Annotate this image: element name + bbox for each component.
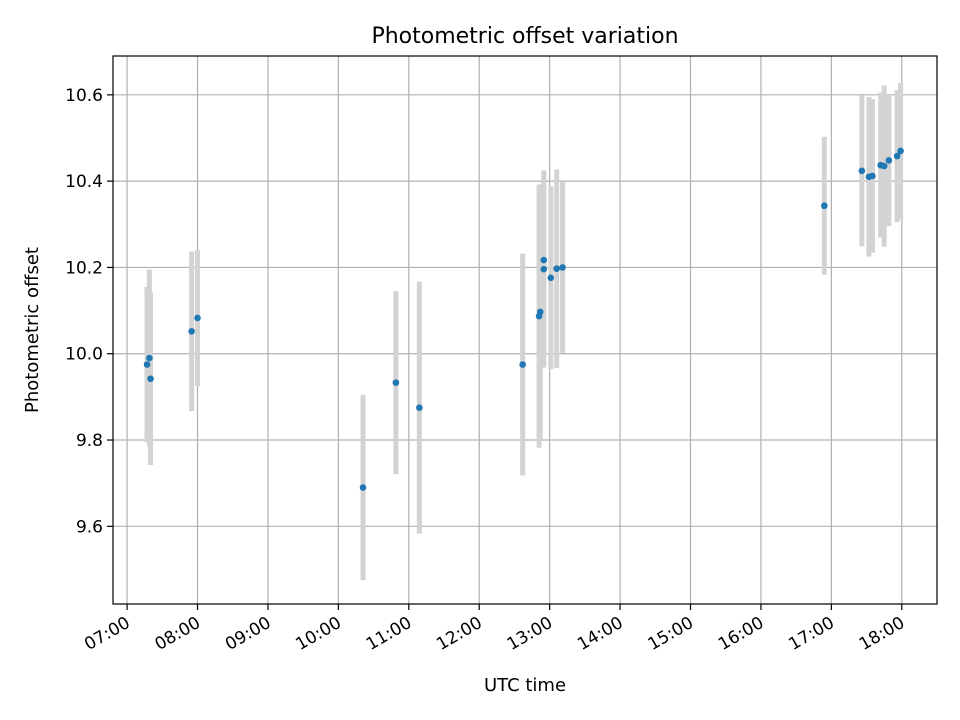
y-axis-label: Photometric offset [22,247,43,413]
data-point [858,167,866,175]
plot-area-frame [112,55,938,605]
y-tick-label: 10.4 [65,172,103,192]
data-point [147,375,154,383]
data-point [146,354,153,362]
data-point [547,274,555,282]
y-tick-label: 10.2 [65,258,103,278]
data-point [392,379,400,386]
y-tick-label: 10.6 [65,86,103,106]
data-point [359,484,367,491]
data-point [869,172,876,180]
y-tick-label: 10.0 [65,345,103,365]
data-point [194,314,201,322]
data-point [540,265,548,273]
x-axis-label: UTC time [484,675,566,696]
data-point [553,265,560,273]
data-point [143,361,151,368]
data-point [821,202,828,210]
data-point [885,157,893,164]
data-point [416,404,423,411]
data-points [143,147,904,491]
data-point [540,256,548,264]
data-point [880,162,888,170]
data-point [188,327,195,335]
data-point [897,147,904,155]
y-tick-label: 9.6 [76,517,103,537]
data-point [536,308,544,316]
y-tick-label: 9.8 [76,431,103,451]
data-point [519,361,526,368]
data-point [893,152,901,160]
y-axis-ticks: 9.6 9.8 10.0 10.2 10.4 10.6 [65,86,113,537]
data-point [559,264,566,271]
chart-title: Photometric offset variation [371,24,678,49]
